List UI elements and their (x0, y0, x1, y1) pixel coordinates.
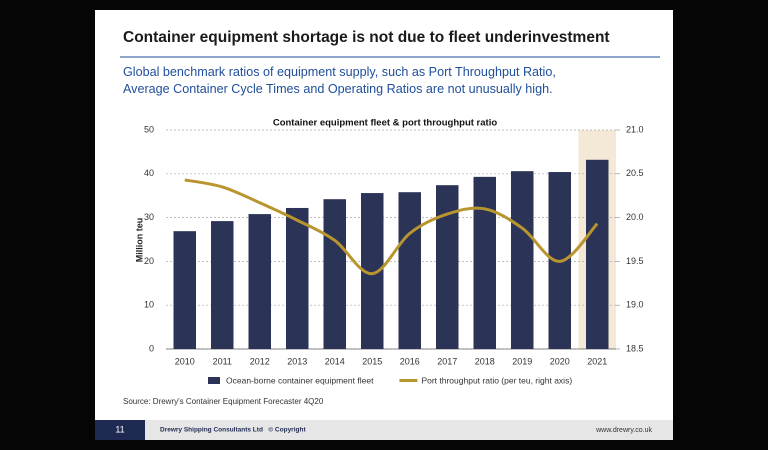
y2-tick-label: 20.5 (626, 168, 644, 178)
bar (211, 221, 234, 349)
page-number: 11 (115, 424, 124, 434)
y2-tick-label: 19.5 (626, 256, 644, 266)
x-tick-label: 2010 (175, 356, 195, 366)
y-tick-label: 10 (144, 300, 154, 310)
chart-title: Container equipment fleet & port through… (273, 118, 497, 129)
y-tick-label: 40 (144, 168, 154, 178)
line (184, 178, 599, 276)
bar (361, 193, 384, 349)
x-tick-label: 2018 (475, 356, 495, 366)
y-tick-label: 30 (144, 212, 154, 222)
legend-label: Port throughput ratio (per teu, right ax… (421, 375, 572, 385)
bar (286, 207, 309, 349)
footer-company: Drewry Shipping Consultants Ltd © Copyri… (160, 426, 306, 434)
y-axis-label: Million teu (134, 218, 144, 263)
x-tick-label: 2019 (512, 356, 532, 366)
y2-tick-label: 19.0 (626, 300, 644, 310)
legend-label: Ocean-borne container equipment fleet (226, 375, 374, 385)
x-tick-label: 2012 (250, 356, 270, 366)
bar (398, 192, 421, 349)
x-tick-label: 2020 (550, 356, 570, 366)
y-tick-label: 0 (149, 343, 154, 353)
bar (586, 159, 609, 349)
x-tick-label: 2015 (362, 356, 382, 366)
bar (436, 185, 459, 349)
y-tick-label: 20 (144, 256, 154, 266)
page-box (95, 420, 145, 440)
source: Source: Drewry's Container Equipment For… (123, 397, 324, 406)
x-tick-label: 2014 (325, 356, 345, 366)
slide-subtitle: Global benchmark ratios of equipment sup… (123, 65, 556, 96)
bar (248, 214, 271, 349)
y-tick-label: 50 (144, 124, 154, 134)
footer-bar (95, 420, 673, 440)
bar (511, 171, 534, 349)
x-tick-label: 2011 (213, 356, 232, 366)
bar (323, 199, 346, 349)
x-tick-label: 2016 (400, 356, 420, 366)
x-tick-label: 2013 (287, 356, 307, 366)
y2-tick-label: 20.0 (626, 212, 644, 222)
legend-item: Ocean-borne container equipment fleet (208, 375, 374, 385)
footer-url: www.drewry.co.uk (595, 427, 652, 434)
slide-title: Container equipment shortage is not due … (123, 29, 610, 46)
bar (473, 176, 496, 349)
slide-bg (95, 10, 673, 440)
legend-item: Port throughput ratio (per teu, right ax… (399, 375, 572, 385)
y2-tick-label: 18.5 (626, 343, 644, 353)
y2-tick-label: 21.0 (626, 124, 644, 134)
legend-swatch (208, 377, 220, 384)
x-tick-label: 2021 (587, 356, 607, 366)
x-tick-label: 2017 (437, 356, 457, 366)
bar (173, 231, 196, 349)
